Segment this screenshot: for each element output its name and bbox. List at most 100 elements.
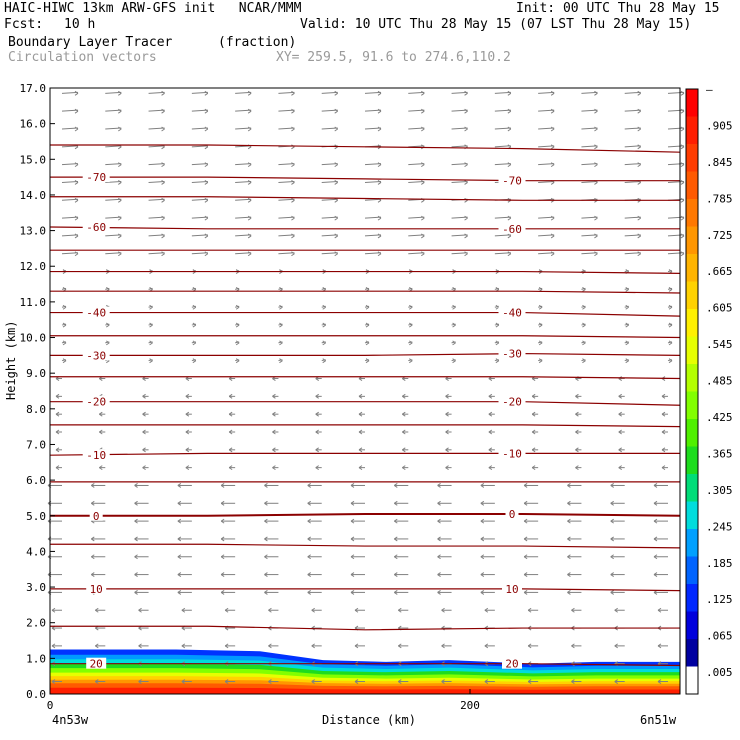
wind-vector-head — [365, 340, 370, 346]
wind-vector-head — [661, 429, 666, 435]
wind-vector-head — [567, 572, 571, 577]
wind-vector-head — [192, 358, 197, 364]
wind-vector-head — [582, 340, 586, 346]
wind-vector-head — [409, 340, 413, 346]
wind-vector-head — [567, 554, 571, 560]
wind-vector-head — [268, 643, 272, 649]
wind-vector-head — [106, 322, 110, 328]
wind-vector-head — [610, 518, 614, 524]
colorbar-label: .065 — [706, 630, 733, 643]
wind-vector — [667, 145, 685, 148]
wind-vector-head — [291, 180, 295, 185]
wind-vector-head — [488, 447, 493, 453]
isotherm-label-bg — [82, 395, 110, 407]
wind-vector — [191, 198, 208, 201]
wind-vector-head — [377, 233, 382, 239]
wind-vector-head — [358, 411, 363, 417]
wind-vector — [408, 127, 425, 130]
y-tick-label: 14.0 — [20, 189, 47, 202]
wind-vector-head — [149, 340, 153, 346]
wind-vector-head — [507, 108, 512, 114]
isotherm-label-bg — [502, 582, 522, 594]
wind-vector — [61, 252, 79, 255]
wind-vector-head — [495, 304, 500, 310]
wind-vector-head — [550, 233, 555, 239]
wind-vector-head — [610, 500, 614, 506]
wind-vector-head — [204, 233, 209, 239]
wind-vector-head — [268, 679, 272, 684]
colorbar-label: .305 — [706, 484, 733, 497]
wind-vector-head — [575, 465, 579, 471]
isotherm-label: -60 — [86, 221, 106, 234]
wind-vector-head — [567, 518, 571, 524]
wind-vector-head — [377, 162, 382, 168]
wind-vector-head — [134, 554, 138, 560]
y-tick-label: 12.0 — [20, 260, 47, 273]
wind-vector-head — [138, 679, 142, 684]
wind-vector — [364, 163, 382, 166]
wind-vector-head — [220, 589, 225, 595]
wind-vector-head — [538, 340, 543, 346]
wind-vector — [581, 163, 598, 166]
wind-vector — [191, 216, 208, 219]
isotherm-label-bg — [82, 306, 110, 318]
wind-vector-head — [134, 500, 138, 506]
wind-vector-head — [350, 483, 355, 488]
wind-vector-head — [74, 233, 79, 239]
colorbar-swatch — [686, 446, 698, 475]
wind-vector-head — [567, 500, 571, 506]
wind-vector-head — [95, 607, 99, 613]
wind-vector — [321, 91, 338, 94]
wind-vector-head — [507, 126, 512, 132]
wind-vector — [105, 127, 122, 130]
wind-vector-head — [550, 90, 555, 96]
isotherm-line-labeled — [50, 512, 681, 517]
wind-vector-head — [657, 679, 662, 684]
wind-vector-head — [185, 429, 190, 435]
wind-vector-head — [507, 90, 512, 96]
wind-vector-head — [531, 393, 536, 399]
wind-vector-head — [291, 233, 295, 239]
wind-vector — [235, 127, 252, 130]
wind-vector-head — [62, 340, 67, 346]
wind-vector-head — [594, 108, 598, 114]
wind-vector-head — [377, 251, 382, 257]
wind-vector-head — [74, 126, 79, 132]
wind-vector — [278, 198, 295, 201]
wind-vector-head — [637, 251, 641, 257]
wind-vector-head — [550, 108, 555, 114]
y-tick-label: 1.0 — [26, 652, 46, 665]
wind-vector-head — [421, 215, 425, 221]
wind-vector — [451, 109, 468, 112]
wind-vector — [61, 234, 79, 237]
wind-vector-head — [99, 429, 103, 435]
wind-vector-head — [161, 180, 165, 185]
wind-vector — [105, 163, 122, 166]
isotherm-line-0 — [50, 144, 681, 153]
wind-vector-head — [377, 108, 382, 114]
wind-vector-head — [550, 251, 555, 257]
wind-vector-head — [409, 322, 413, 328]
wind-vector-head — [235, 358, 240, 364]
isotherm-line-10 — [50, 625, 680, 631]
colorbar-swatch — [686, 89, 698, 117]
y-tick-label: 5.0 — [26, 510, 46, 523]
wind-vector-head — [62, 322, 67, 328]
wind-vector-head — [402, 465, 406, 471]
wind-vector-head — [437, 500, 441, 506]
wind-vector — [624, 109, 641, 112]
colorbar-swatch — [686, 611, 698, 640]
wind-vector — [105, 180, 122, 183]
wind-vector-head — [421, 233, 425, 239]
wind-vector-head — [291, 90, 295, 96]
wind-vector-head — [625, 286, 629, 292]
isotherm-label-bg — [505, 507, 519, 519]
wind-vector-head — [291, 108, 295, 114]
wind-vector — [538, 91, 555, 94]
wind-vector — [148, 180, 165, 183]
wind-vector-head — [264, 483, 268, 488]
colorbar-swatch — [686, 666, 698, 695]
wind-vector-head — [264, 500, 268, 506]
wind-vector-head — [177, 572, 182, 577]
wind-vector — [191, 234, 208, 237]
